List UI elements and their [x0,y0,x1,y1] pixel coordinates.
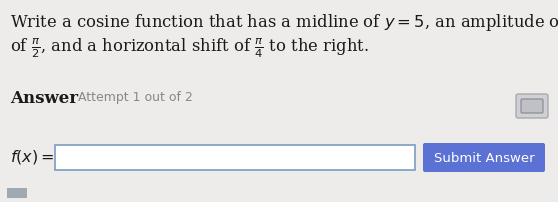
Text: Attempt 1 out of 2: Attempt 1 out of 2 [78,91,193,104]
Text: $f(x) =$: $f(x) =$ [10,148,55,166]
FancyBboxPatch shape [516,94,548,118]
FancyBboxPatch shape [521,99,543,113]
Text: Submit Answer: Submit Answer [434,152,535,164]
FancyBboxPatch shape [55,145,415,170]
FancyBboxPatch shape [7,188,27,198]
Text: of $\frac{\pi}{2}$, and a horizontal shift of $\frac{\pi}{4}$ to the right.: of $\frac{\pi}{2}$, and a horizontal shi… [10,36,369,60]
Text: Write a cosine function that has a midline of $y = 5$, an amplitude of 4, a peri: Write a cosine function that has a midli… [10,12,558,33]
Text: Answer: Answer [10,90,78,107]
FancyBboxPatch shape [423,143,545,172]
